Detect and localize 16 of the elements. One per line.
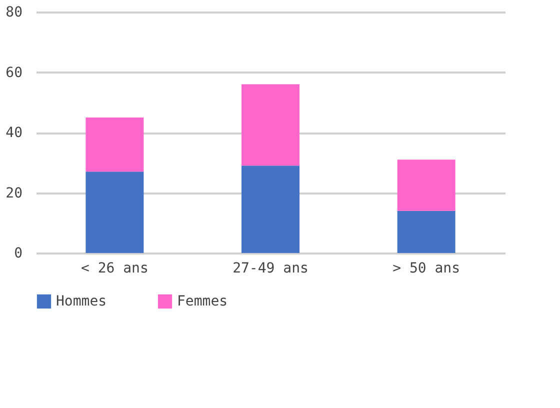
y-tick-label: 80 — [6, 4, 22, 20]
y-tick-label: 60 — [6, 64, 22, 81]
legend-label: Femmes — [177, 293, 228, 310]
y-tick-label: 40 — [6, 125, 22, 141]
x-tick-label: > 50 ans — [392, 260, 460, 276]
bar — [242, 84, 300, 166]
y-tick-label: 20 — [6, 185, 22, 202]
y-tick-label: 0 — [14, 246, 22, 262]
bar — [86, 172, 144, 253]
bar — [242, 166, 300, 253]
x-tick-label: < 26 ans — [80, 260, 148, 276]
x-tick-label: 27-49 ans — [232, 260, 308, 276]
legend-label: Hommes — [56, 293, 107, 310]
bar — [397, 160, 456, 211]
bar — [397, 210, 456, 253]
bar — [86, 117, 144, 172]
